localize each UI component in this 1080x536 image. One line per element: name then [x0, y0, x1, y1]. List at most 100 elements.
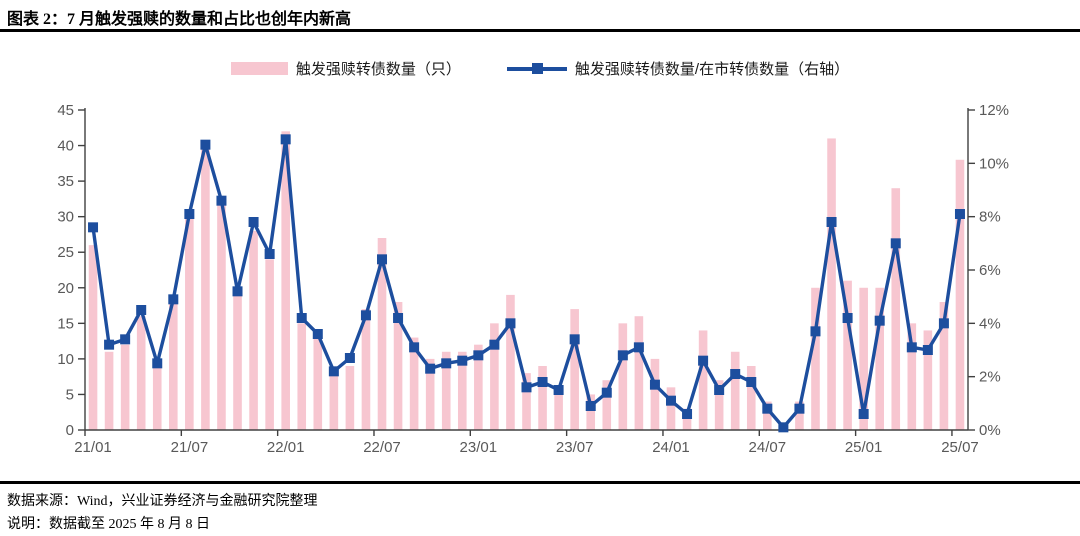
line-marker: [810, 326, 821, 337]
bar: [104, 351, 114, 430]
line-marker: [232, 286, 243, 297]
bar-series-swatch: [230, 62, 288, 75]
bar: [907, 323, 917, 430]
line-marker: [104, 339, 115, 350]
x-axis-label: 22/07: [363, 439, 401, 456]
bar: [136, 316, 146, 430]
bar: [313, 337, 323, 430]
axes-group: 0 5 10 15 20 25 30 35 40 45 0% 2% 4% 6% 8% 10% 12% 21/01 2…: [57, 102, 1009, 456]
bar: [169, 302, 178, 430]
line-marker: [168, 294, 179, 305]
right-axis-label: 2%: [979, 369, 1001, 386]
line-marker: [858, 409, 869, 419]
line-marker: [216, 195, 227, 206]
bar: [811, 287, 820, 430]
left-axis-label: 30: [57, 209, 74, 226]
bar: [763, 401, 772, 430]
bar: [281, 131, 290, 430]
line-marker: [649, 379, 660, 390]
bar: [570, 309, 579, 430]
bar: [795, 401, 804, 430]
bar: [843, 280, 852, 430]
bar: [714, 380, 724, 430]
line-marker: [344, 353, 355, 363]
bar: [441, 351, 451, 430]
bar: [602, 380, 612, 430]
bar: [265, 259, 274, 430]
line-marker: [136, 305, 147, 315]
line-marker: [88, 222, 99, 233]
line-marker: [842, 313, 853, 323]
line-marker: [954, 209, 965, 219]
line-marker: [938, 318, 949, 329]
bar: [88, 245, 98, 430]
bar: [955, 159, 965, 430]
legend-item-bars: 触发强赎转债数量（只）: [230, 58, 461, 79]
chart-legend: 触发强赎转债数量（只） 触发强赎转债数量/在市转债数量（右轴）: [0, 58, 1080, 79]
bar: [249, 230, 258, 430]
line-marker: [360, 310, 371, 321]
right-axis-label: 6%: [979, 262, 1001, 279]
bar: [666, 387, 676, 430]
left-axis-label: 25: [57, 244, 74, 261]
bar: [939, 302, 949, 430]
bar: [393, 302, 403, 430]
line-marker: [922, 345, 933, 355]
right-axis-label: 12%: [979, 102, 1009, 119]
line-marker: [665, 395, 676, 406]
line-marker: [794, 403, 805, 414]
footer-rule: [0, 481, 1080, 484]
x-axis-label: 23/07: [556, 439, 594, 456]
right-axis-label: 0%: [979, 422, 1001, 439]
left-axis-label: 40: [57, 138, 74, 155]
bar: [120, 344, 130, 430]
line-marker: [200, 139, 211, 150]
line-marker: [312, 329, 323, 339]
bar: [409, 337, 419, 430]
left-axis-label: 35: [57, 173, 74, 190]
line-marker: [714, 385, 725, 395]
line-marker: [328, 366, 339, 377]
line-marker: [409, 342, 420, 353]
line-marker: [617, 350, 628, 361]
bar: [377, 238, 387, 430]
bar: [329, 373, 339, 430]
bar: [698, 330, 708, 430]
line-marker: [425, 363, 436, 374]
line-marker: [682, 409, 693, 419]
footer-note: 说明：数据截至 2025 年 8 月 8 日: [7, 517, 210, 532]
bar: [650, 358, 660, 430]
x-axis-label: 21/01: [74, 439, 112, 456]
line-marker: [826, 217, 837, 227]
left-axis-label: 0: [66, 422, 74, 439]
line-marker: [120, 334, 131, 345]
line-marker: [633, 342, 644, 353]
line-marker: [906, 342, 917, 353]
bar: [522, 373, 531, 430]
bar: [185, 216, 194, 430]
line-marker: [457, 355, 468, 366]
line-marker: [537, 377, 548, 387]
line-swatch-marker-icon: [531, 63, 543, 74]
bar: [457, 351, 467, 430]
bar: [345, 366, 355, 430]
left-axis-label: 15: [57, 315, 74, 332]
chart-title: 图表 2：7 月触发强赎的数量和占比也创年内新高: [7, 11, 352, 28]
line-marker: [152, 358, 163, 369]
bar: [730, 351, 740, 430]
bar: [875, 287, 884, 430]
line-marker: [730, 369, 741, 379]
bar: [490, 323, 499, 430]
line-marker: [489, 339, 500, 350]
x-axis-label: 21/07: [171, 439, 209, 456]
bar: [361, 309, 371, 430]
bar: [506, 294, 515, 430]
bar: [634, 316, 644, 430]
left-axis-label: 45: [57, 102, 74, 119]
footer-source: 数据来源：Wind，兴业证券经济与金融研究院整理: [7, 494, 318, 509]
line-marker: [569, 334, 580, 345]
bar: [923, 330, 933, 430]
bars-group: [88, 131, 965, 430]
line-marker: [280, 134, 291, 145]
